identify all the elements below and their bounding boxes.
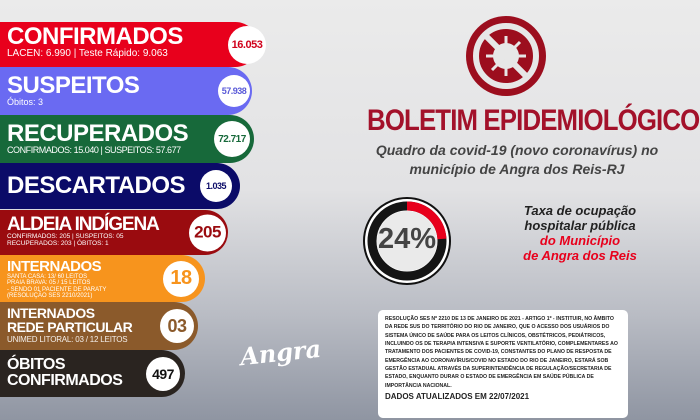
- internados-title: INTERNADOS: [7, 258, 102, 275]
- resolution-text: Resolução SES nº 2210 de 13 de janeiro d…: [385, 316, 618, 389]
- page-title: BOLETIM EPIDEMIOLÓGICO: [367, 104, 700, 137]
- occupancy-label-4: de Angra dos Reis: [523, 248, 637, 263]
- bar-obitos: ÓBITOS CONFIRMADOS 497: [0, 350, 185, 397]
- suspeitos-detail: Óbitos: 3: [7, 97, 44, 107]
- bar-rede-particular: INTERNADOS REDE PARTICULAR UNIMED LITORA…: [0, 302, 198, 350]
- no-virus-icon: [466, 16, 546, 96]
- angra-logo: Angra: [238, 333, 323, 372]
- occupancy-label-2: hospitalar pública: [524, 218, 636, 233]
- aldeia-value: 205: [189, 214, 226, 251]
- update-date: DADOS ATUALIZADOS EM 22/07/2021: [385, 391, 530, 401]
- bar-internados: INTERNADOS SANTA CASA: 13/ 60 LEITOS PRA…: [0, 255, 205, 302]
- internados-detail-4: (RESOLUÇÃO SES 2210/2021): [7, 292, 93, 299]
- confirmados-value: 16.053: [228, 25, 266, 64]
- recuperados-detail: CONFIRMADOS: 15.040 | SUSPEITOS: 57.677: [7, 145, 181, 155]
- particular-title-2: REDE PARTICULAR: [7, 319, 133, 335]
- particular-detail: UNIMED LITORAL: 03 / 12 LEITOS: [7, 335, 128, 344]
- aldeia-detail-1: CONFIRMADOS: 205 | SUSPEITOS: 05: [7, 233, 124, 240]
- aldeia-detail-2: RECUPERADOS: 203 | ÓBITOS: 1: [7, 239, 109, 247]
- particular-title-1: INTERNADOS: [7, 305, 95, 321]
- subtitle-2: município de Angra dos Reis-RJ: [409, 161, 625, 177]
- suspeitos-value: 57.938: [218, 75, 250, 107]
- suspeitos-title: SUSPEITOS: [7, 72, 140, 99]
- descartados-title: DESCARTADOS: [7, 172, 186, 199]
- recuperados-value: 72.717: [214, 121, 250, 157]
- obitos-value: 497: [146, 356, 180, 391]
- internados-detail-3: - SENDO 01 PACIENTE DE PARATY: [7, 286, 107, 293]
- particular-value: 03: [160, 309, 194, 343]
- bar-aldeia: ALDEIA INDÍGENA CONFIRMADOS: 205 | SUSPE…: [0, 210, 228, 255]
- internados-value: 18: [163, 260, 199, 297]
- confirmados-detail: LACEN: 6.990 | Teste Rápido: 9.063: [7, 48, 168, 59]
- internados-detail-2: PRAIA BRAVA: 05 / 15 LEITOS: [7, 280, 91, 287]
- descartados-value: 1.035: [200, 170, 232, 202]
- bar-recuperados: RECUPERADOS CONFIRMADOS: 15.040 | SUSPEI…: [0, 115, 254, 163]
- occupancy-donut: [363, 197, 451, 285]
- confirmados-title: CONFIRMADOS: [7, 23, 183, 50]
- obitos-title-1: ÓBITOS: [7, 356, 66, 373]
- bar-suspeitos: SUSPEITOS Óbitos: 3 57.938: [0, 67, 252, 115]
- resolution-notice: Resolução SES nº 2210 de 13 de janeiro d…: [378, 310, 628, 418]
- internados-detail-1: SANTA CASA: 13/ 60 LEITOS: [7, 274, 88, 280]
- bar-confirmados: CONFIRMADOS LACEN: 6.990 | Teste Rápido:…: [0, 22, 266, 67]
- obitos-title-2: CONFIRMADOS: [7, 372, 123, 389]
- occupancy-value: 24%: [377, 223, 437, 255]
- occupancy-label: Taxa de ocupação hospitalar pública do M…: [505, 203, 655, 263]
- occupancy-fill: [367, 201, 447, 281]
- subtitle-1: Quadro da covid-19 (novo coronavírus) no: [375, 142, 659, 158]
- occupancy-label-3: do Município: [539, 233, 621, 248]
- bar-descartados: DESCARTADOS 1.035: [0, 163, 240, 209]
- occupancy-label-1: Taxa de ocupação: [523, 203, 637, 218]
- aldeia-title: ALDEIA INDÍGENA: [7, 214, 160, 235]
- recuperados-title: RECUPERADOS: [7, 120, 189, 147]
